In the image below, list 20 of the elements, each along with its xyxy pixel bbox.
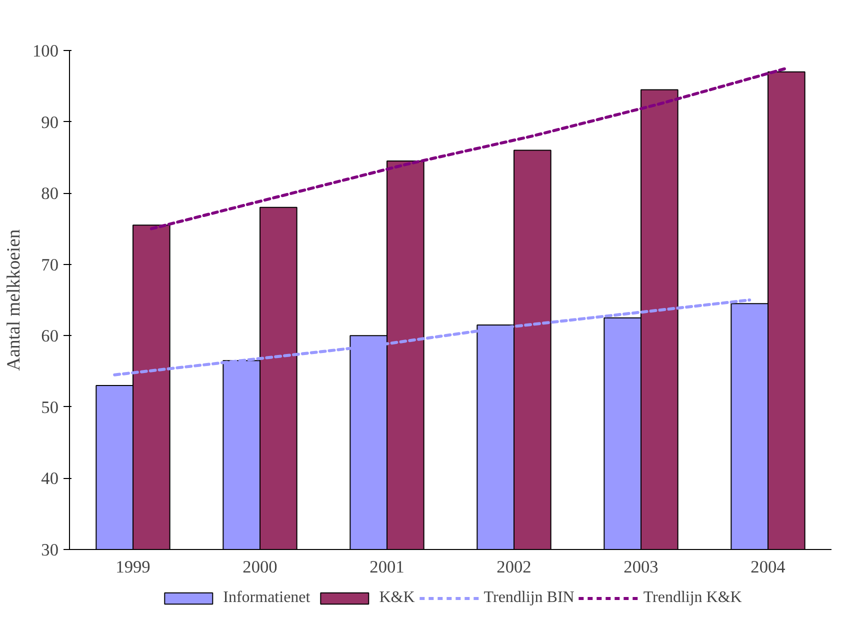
y-tick-label: 40: [41, 469, 58, 488]
x-tick-label: 1999: [116, 558, 150, 576]
legend-label: Trendlijn K&K: [643, 588, 742, 606]
y-tick-label: 90: [41, 112, 58, 132]
x-tick-label: 2003: [624, 558, 658, 576]
y-tick-label: 50: [41, 398, 58, 417]
x-tick-label: 2002: [496, 558, 532, 576]
y-tick-label: 60: [41, 326, 58, 346]
legend-label: Trendlijn BIN: [484, 588, 574, 606]
x-tick-label: 2001: [370, 558, 404, 576]
legend-label: K&K: [379, 588, 415, 606]
y-tick-label: 80: [41, 184, 58, 204]
x-tick-label: 2000: [242, 558, 278, 576]
y-tick-label: 70: [41, 255, 58, 274]
x-tick-label: 2004: [750, 558, 786, 576]
legend-label: Informatienet: [223, 588, 310, 606]
y-tick-label: 100: [32, 42, 59, 60]
line-series: [150, 66, 788, 230]
y-axis-title: Aantal melkkoeien: [4, 228, 25, 371]
y-tick-label: 30: [41, 540, 58, 560]
